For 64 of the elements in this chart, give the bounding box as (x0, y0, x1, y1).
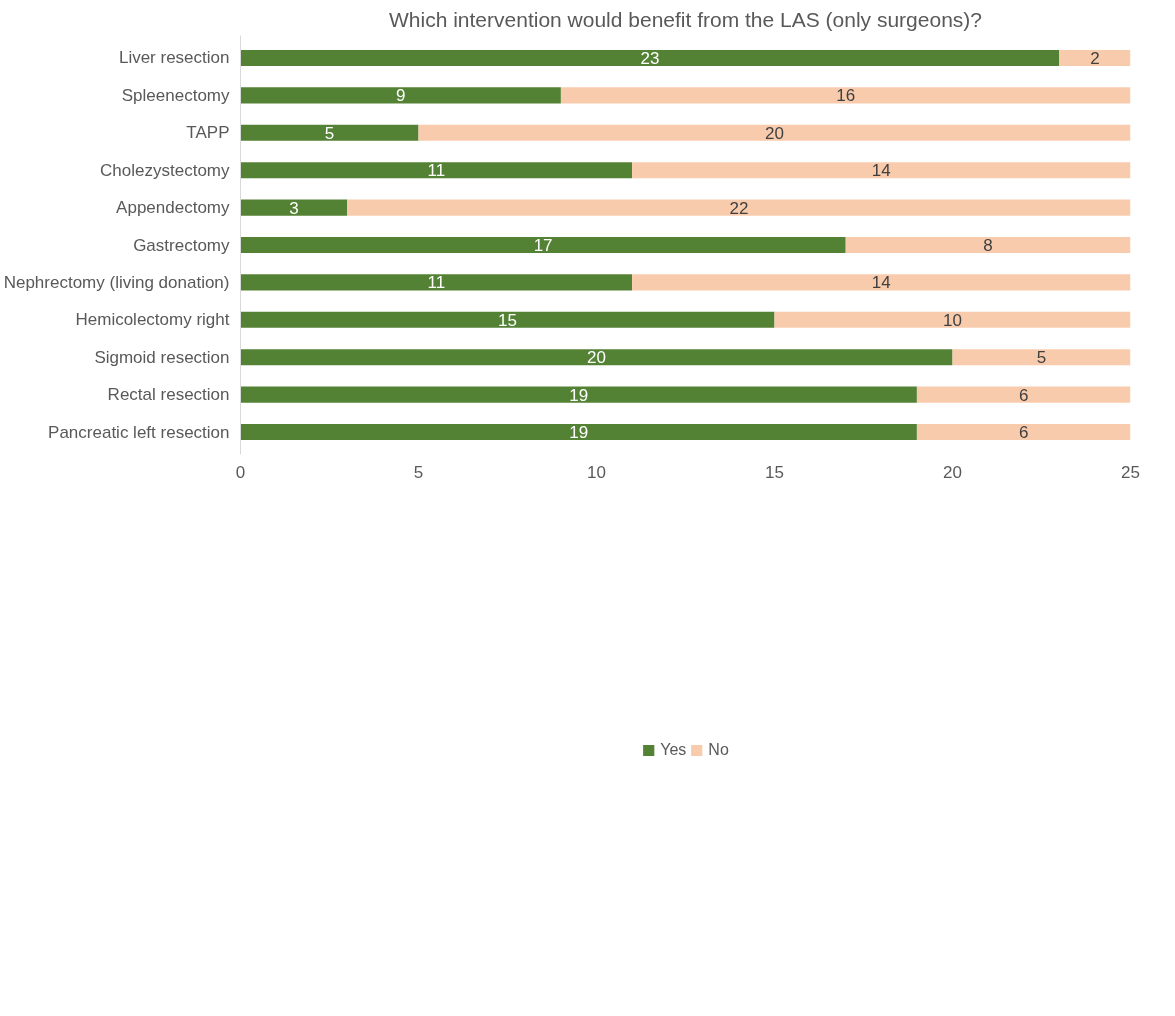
data-label: 6 (1018, 423, 1029, 443)
data-label: 20 (587, 348, 606, 368)
y-tick-label: Appendectomy (116, 198, 230, 218)
x-tick-label: 10 (587, 462, 606, 482)
bar (240, 386, 917, 403)
data-label: 14 (871, 273, 891, 293)
x-tick-label: 20 (943, 462, 962, 482)
bar (347, 199, 1131, 216)
data-label: 17 (533, 236, 553, 255)
data-label: 9 (395, 86, 406, 106)
x-tick-label: 0 (235, 462, 246, 482)
data-label: 2 (1090, 48, 1100, 68)
y-tick-label: Pancreatic left resection (48, 422, 230, 442)
data-label: 15 (498, 310, 517, 330)
bar (240, 87, 561, 104)
bar (240, 311, 775, 328)
data-label: 19 (569, 423, 589, 443)
chart-title: Which intervention would benefit from the LAS (only surgeons)? (389, 7, 982, 31)
data-label: 23 (640, 48, 660, 68)
data-label: 6 (1018, 385, 1029, 405)
data-label: 22 (729, 198, 749, 218)
data-label: 20 (765, 123, 784, 143)
y-tick-label: Rectal resection (107, 385, 230, 405)
x-tick-label: 15 (765, 462, 784, 482)
bar (632, 274, 1131, 291)
bar (632, 162, 1131, 179)
bar (916, 424, 1131, 441)
legend-label: No (708, 741, 729, 759)
y-tick-label: TAPP (186, 123, 230, 143)
data-label: 10 (943, 310, 962, 330)
x-tick-label: 5 (413, 462, 424, 482)
bar (240, 236, 846, 254)
y-tick-label: Nephrectomy (living donation) (3, 272, 230, 292)
data-label: 5 (1036, 348, 1047, 368)
data-label: 16 (836, 86, 856, 106)
x-tick-label: 25 (1121, 462, 1140, 482)
data-label: 11 (427, 273, 446, 293)
bar (240, 349, 953, 366)
bar (240, 199, 348, 216)
bar (240, 274, 633, 291)
y-tick-label: Spleenectomy (121, 85, 230, 105)
data-label: 5 (324, 123, 335, 143)
data-label: 19 (569, 385, 589, 405)
y-tick-label: Gastrectomy (133, 235, 230, 255)
bar (1059, 49, 1131, 66)
legend-label: Yes (660, 741, 687, 759)
bar (560, 87, 1131, 104)
data-label: 3 (289, 198, 299, 218)
y-tick-label: Hemicolectomy right (75, 310, 230, 330)
data-label: 8 (983, 236, 993, 255)
bar (240, 424, 917, 441)
bar (916, 386, 1131, 403)
y-tick-label: Cholezystectomy (100, 160, 230, 180)
bar (774, 311, 1131, 328)
bar (240, 124, 419, 141)
y-tick-label: Sigmoid resection (94, 347, 230, 367)
bar (952, 349, 1131, 366)
bar (418, 124, 1131, 141)
bar (845, 236, 1131, 254)
y-tick-label: Liver resection (118, 48, 230, 68)
bar (240, 49, 1060, 66)
data-label: 14 (871, 161, 891, 181)
bar (240, 162, 633, 179)
data-label: 11 (427, 161, 446, 181)
